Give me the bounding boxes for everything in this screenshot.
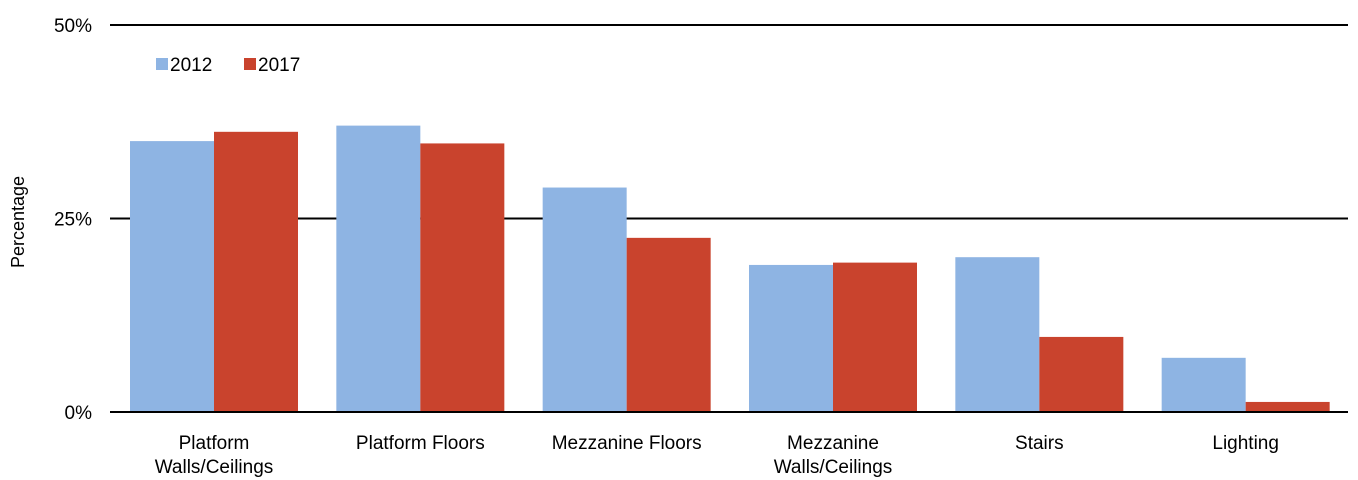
category-labels: Platform Walls/Ceilings Platform Floors Mez… bbox=[155, 433, 1279, 478]
y-tick-label: 50% bbox=[54, 16, 92, 37]
bar-2012-0 bbox=[130, 141, 214, 412]
bar-2017-3 bbox=[833, 262, 917, 412]
legend: 2012 2017 bbox=[156, 55, 300, 76]
y-tick-labels: 0% 25% 50% bbox=[54, 16, 92, 424]
category-label: Mezzanine Floors bbox=[552, 433, 702, 454]
bar-2017-1 bbox=[420, 143, 505, 412]
bar-2017-4 bbox=[1039, 336, 1124, 412]
category-label: Lighting bbox=[1212, 433, 1279, 454]
legend-label: 2012 bbox=[170, 55, 212, 76]
bar-2017-0 bbox=[214, 131, 298, 412]
bar-2012-4 bbox=[955, 257, 1040, 412]
y-tick-label: 0% bbox=[65, 403, 93, 424]
y-tick-label: 25% bbox=[54, 210, 92, 231]
y-axis-title: Percentage bbox=[8, 176, 28, 268]
category-label: Mezzanine Walls/Ceilings bbox=[774, 433, 893, 478]
bars bbox=[130, 125, 1330, 413]
bar-2017-2 bbox=[626, 237, 711, 412]
bar-2017-5 bbox=[1245, 401, 1330, 412]
bar-2012-5 bbox=[1161, 357, 1246, 412]
bar-2012-1 bbox=[336, 125, 421, 413]
legend-swatch bbox=[244, 58, 256, 70]
legend-swatch bbox=[156, 58, 168, 70]
legend-label: 2017 bbox=[258, 55, 300, 76]
bar-2012-2 bbox=[542, 187, 627, 412]
category-label: Platform Walls/Ceilings bbox=[155, 433, 274, 478]
gridlines bbox=[110, 24, 1348, 220]
category-label: Stairs bbox=[1015, 433, 1064, 454]
bar-2012-3 bbox=[749, 264, 833, 412]
category-label: Platform Floors bbox=[356, 433, 485, 454]
